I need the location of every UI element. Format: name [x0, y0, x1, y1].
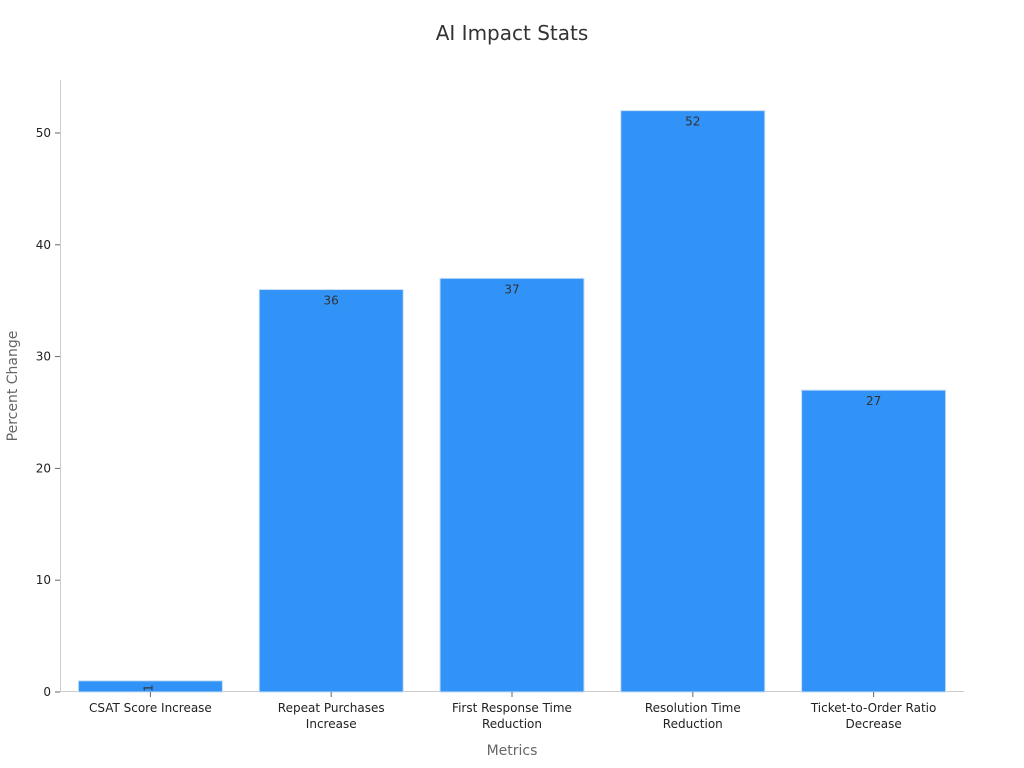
data-label: 52: [685, 115, 700, 129]
x-tick-label: CSAT Score Increase: [89, 701, 212, 715]
x-tick-label: Repeat Purchases Increase: [278, 701, 385, 731]
data-label: 27: [866, 394, 881, 408]
bar-series: [77, 110, 947, 693]
data-label: 36: [324, 294, 339, 308]
x-tick-label: Resolution Time Reduction: [645, 701, 741, 731]
y-tick-label: 40: [36, 238, 51, 252]
x-tick-label: Ticket-to-Order Ratio Decrease: [810, 701, 937, 731]
data-labels: 1 36 37 52 27: [141, 115, 881, 692]
y-tick-label: 0: [43, 685, 51, 699]
bar: [439, 277, 585, 693]
bar: [258, 289, 404, 693]
y-axis-ticks: 0 10 20 30 40 50: [36, 126, 60, 699]
y-axis-title: Percent Change: [5, 331, 21, 442]
y-tick-label: 10: [36, 573, 51, 587]
y-tick-label: 50: [36, 126, 51, 140]
y-tick-label: 30: [36, 350, 51, 364]
data-label: 1: [141, 684, 155, 692]
x-axis-title: Metrics: [487, 743, 538, 759]
x-axis-tick-labels: CSAT Score Increase Repeat Purchases Incre…: [89, 692, 936, 731]
chart-title: AI Impact Stats: [436, 21, 589, 45]
x-tick-label: First Response Time Reduction: [452, 701, 572, 731]
data-label: 37: [504, 282, 519, 296]
bar: [801, 389, 947, 693]
y-tick-label: 20: [36, 461, 51, 475]
bar: [620, 110, 766, 693]
